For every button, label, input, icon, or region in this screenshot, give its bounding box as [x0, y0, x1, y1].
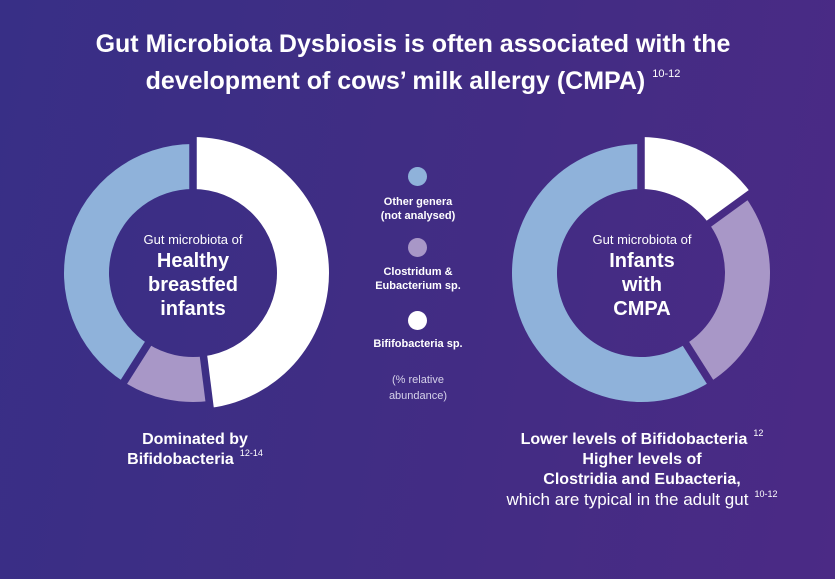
donut-cmpa-infants: [512, 137, 770, 402]
caption-left-reference: 12-14: [239, 448, 263, 458]
donut-left-title-line-3: infants: [160, 298, 226, 320]
donut-segment-bifidobacteria: [641, 137, 752, 224]
caption-right-line-1-text: Lower levels of Bifidobacteria: [520, 431, 748, 448]
donut-left-subtitle: Gut microbiota of: [143, 232, 243, 247]
caption-right-line-1-reference: 12: [753, 428, 764, 438]
donut-right-center-label: Gut microbiota of Infants with CMPA: [552, 231, 732, 321]
legend-unit-note: (% relative abundance): [338, 372, 498, 404]
legend-label-line: Bififobacteria sp.: [373, 338, 463, 350]
caption-left-line-2-text: Bifidobacteria: [127, 451, 234, 468]
donut-segment-clostridium-eubacterium: [686, 197, 770, 382]
caption-right-line-4-reference: 10-12: [754, 489, 778, 499]
legend-swatch-other-genera-icon: [408, 167, 427, 186]
legend-label-line: Other genera: [383, 196, 453, 208]
donut-segment-bifidobacteria: [193, 136, 330, 408]
donut-segment-other-genera: [64, 144, 193, 382]
donut-right-title-line-1: Infants: [609, 250, 675, 272]
donut-healthy-infants: [64, 136, 330, 408]
caption-left-line-1: Dominated by: [142, 431, 248, 448]
caption-left-line-2: Bifidobacteria 12-14: [75, 448, 315, 470]
donut-left-title-line-1: Healthy: [156, 250, 230, 272]
legend-label-line: Clostridum &: [383, 266, 453, 278]
caption-right: Lower levels of Bifidobacteria 12 Higher …: [492, 428, 792, 510]
title-line-2: development of cows’ milk allergy (CMPA)…: [0, 63, 826, 100]
title-line-1: Gut Microbiota Dysbiosis is often associ…: [95, 30, 731, 58]
caption-right-line-1: Lower levels of Bifidobacteria 12: [492, 428, 792, 450]
legend-label-line: Eubacterium sp.: [375, 280, 461, 292]
caption-right-line-2: Higher levels of: [582, 451, 702, 468]
donut-segment-clostridium-eubacterium: [123, 343, 210, 402]
caption-right-line-3: Clostridia and Eubacteria,: [543, 471, 741, 488]
donut-right-subtitle: Gut microbiota of: [592, 232, 692, 247]
caption-left: Dominated by Bifidobacteria 12-14: [75, 430, 315, 470]
title-reference: 10-12: [652, 68, 681, 80]
legend-note-line: (% relative: [392, 374, 444, 386]
donut-right-title-line-3: CMPA: [613, 298, 671, 320]
legend-label-line: (not analysed): [380, 210, 456, 222]
donut-segment-other-genera: [512, 144, 711, 402]
legend-note-line: abundance): [388, 390, 448, 402]
donut-left-title-line-2: breastfed: [147, 274, 239, 296]
caption-right-line-4-text: which are typical in the adult gut: [506, 490, 749, 509]
page-title: Gut Microbiota Dysbiosis is often associ…: [0, 26, 826, 100]
legend-label-other-genera: Other genera (not analysed): [338, 195, 498, 223]
legend-label-clostridium: Clostridum & Eubacterium sp.: [338, 265, 498, 293]
caption-right-line-4: which are typical in the adult gut 10-12: [492, 490, 792, 510]
donut-left-center-label: Gut microbiota of Healthy breastfed infa…: [103, 231, 283, 321]
legend-swatch-bifidobacteria-icon: [408, 311, 427, 330]
legend-swatch-clostridium-icon: [408, 238, 427, 257]
title-line-2-text: development of cows’ milk allergy (CMPA): [145, 67, 646, 95]
donut-right-title-line-2: with: [622, 274, 662, 296]
legend-label-bifidobacteria: Bififobacteria sp.: [338, 337, 498, 351]
